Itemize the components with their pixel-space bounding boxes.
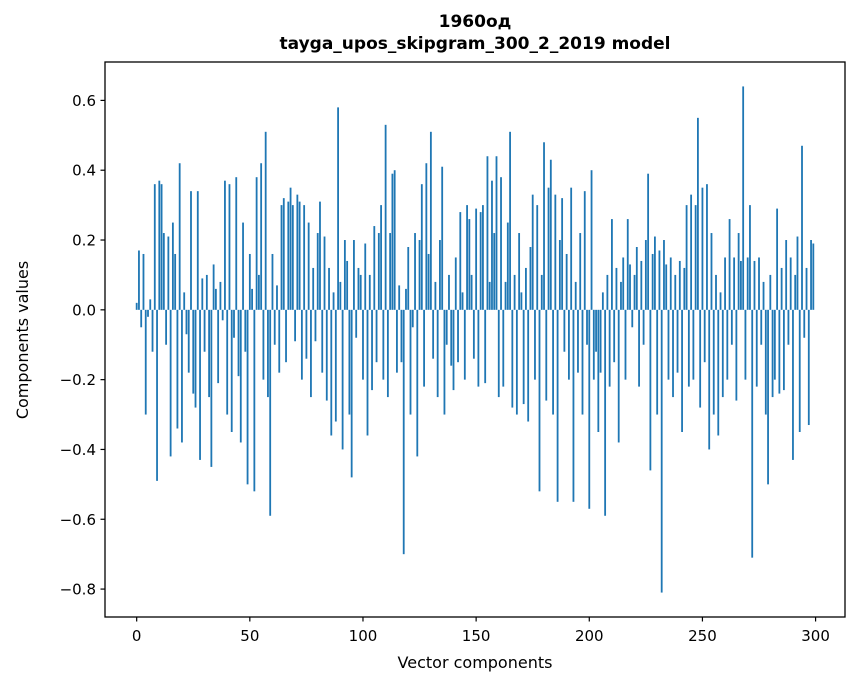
svg-text:100: 100 [349, 627, 378, 645]
svg-text:0.4: 0.4 [72, 162, 96, 180]
chart-title-line1: 1960од [439, 12, 512, 32]
svg-text:150: 150 [462, 627, 491, 645]
svg-text:0.0: 0.0 [72, 301, 96, 319]
svg-text:−0.2: −0.2 [60, 371, 96, 389]
y-axis-label: Components values [13, 261, 32, 419]
svg-text:200: 200 [575, 627, 604, 645]
tick-labels: 0 50 100 150 200 250 300 0.6 0.4 0.2 0.0 −0.2 −0.4 −0… [60, 92, 830, 645]
svg-text:−0.8: −0.8 [60, 581, 96, 599]
svg-text:50: 50 [240, 627, 259, 645]
svg-text:−0.6: −0.6 [60, 511, 96, 529]
svg-text:300: 300 [801, 627, 830, 645]
axes-spines [104, 61, 846, 618]
svg-text:0.6: 0.6 [72, 92, 96, 110]
chart-title-line2: tayga_upos_skipgram_300_2_2019 model [280, 34, 671, 54]
svg-text:0: 0 [132, 627, 142, 645]
svg-text:−0.4: −0.4 [60, 441, 96, 459]
x-axis-label: Vector components [398, 653, 553, 672]
svg-text:250: 250 [688, 627, 717, 645]
svg-text:0.2: 0.2 [72, 232, 96, 250]
bar-series [135, 86, 815, 593]
